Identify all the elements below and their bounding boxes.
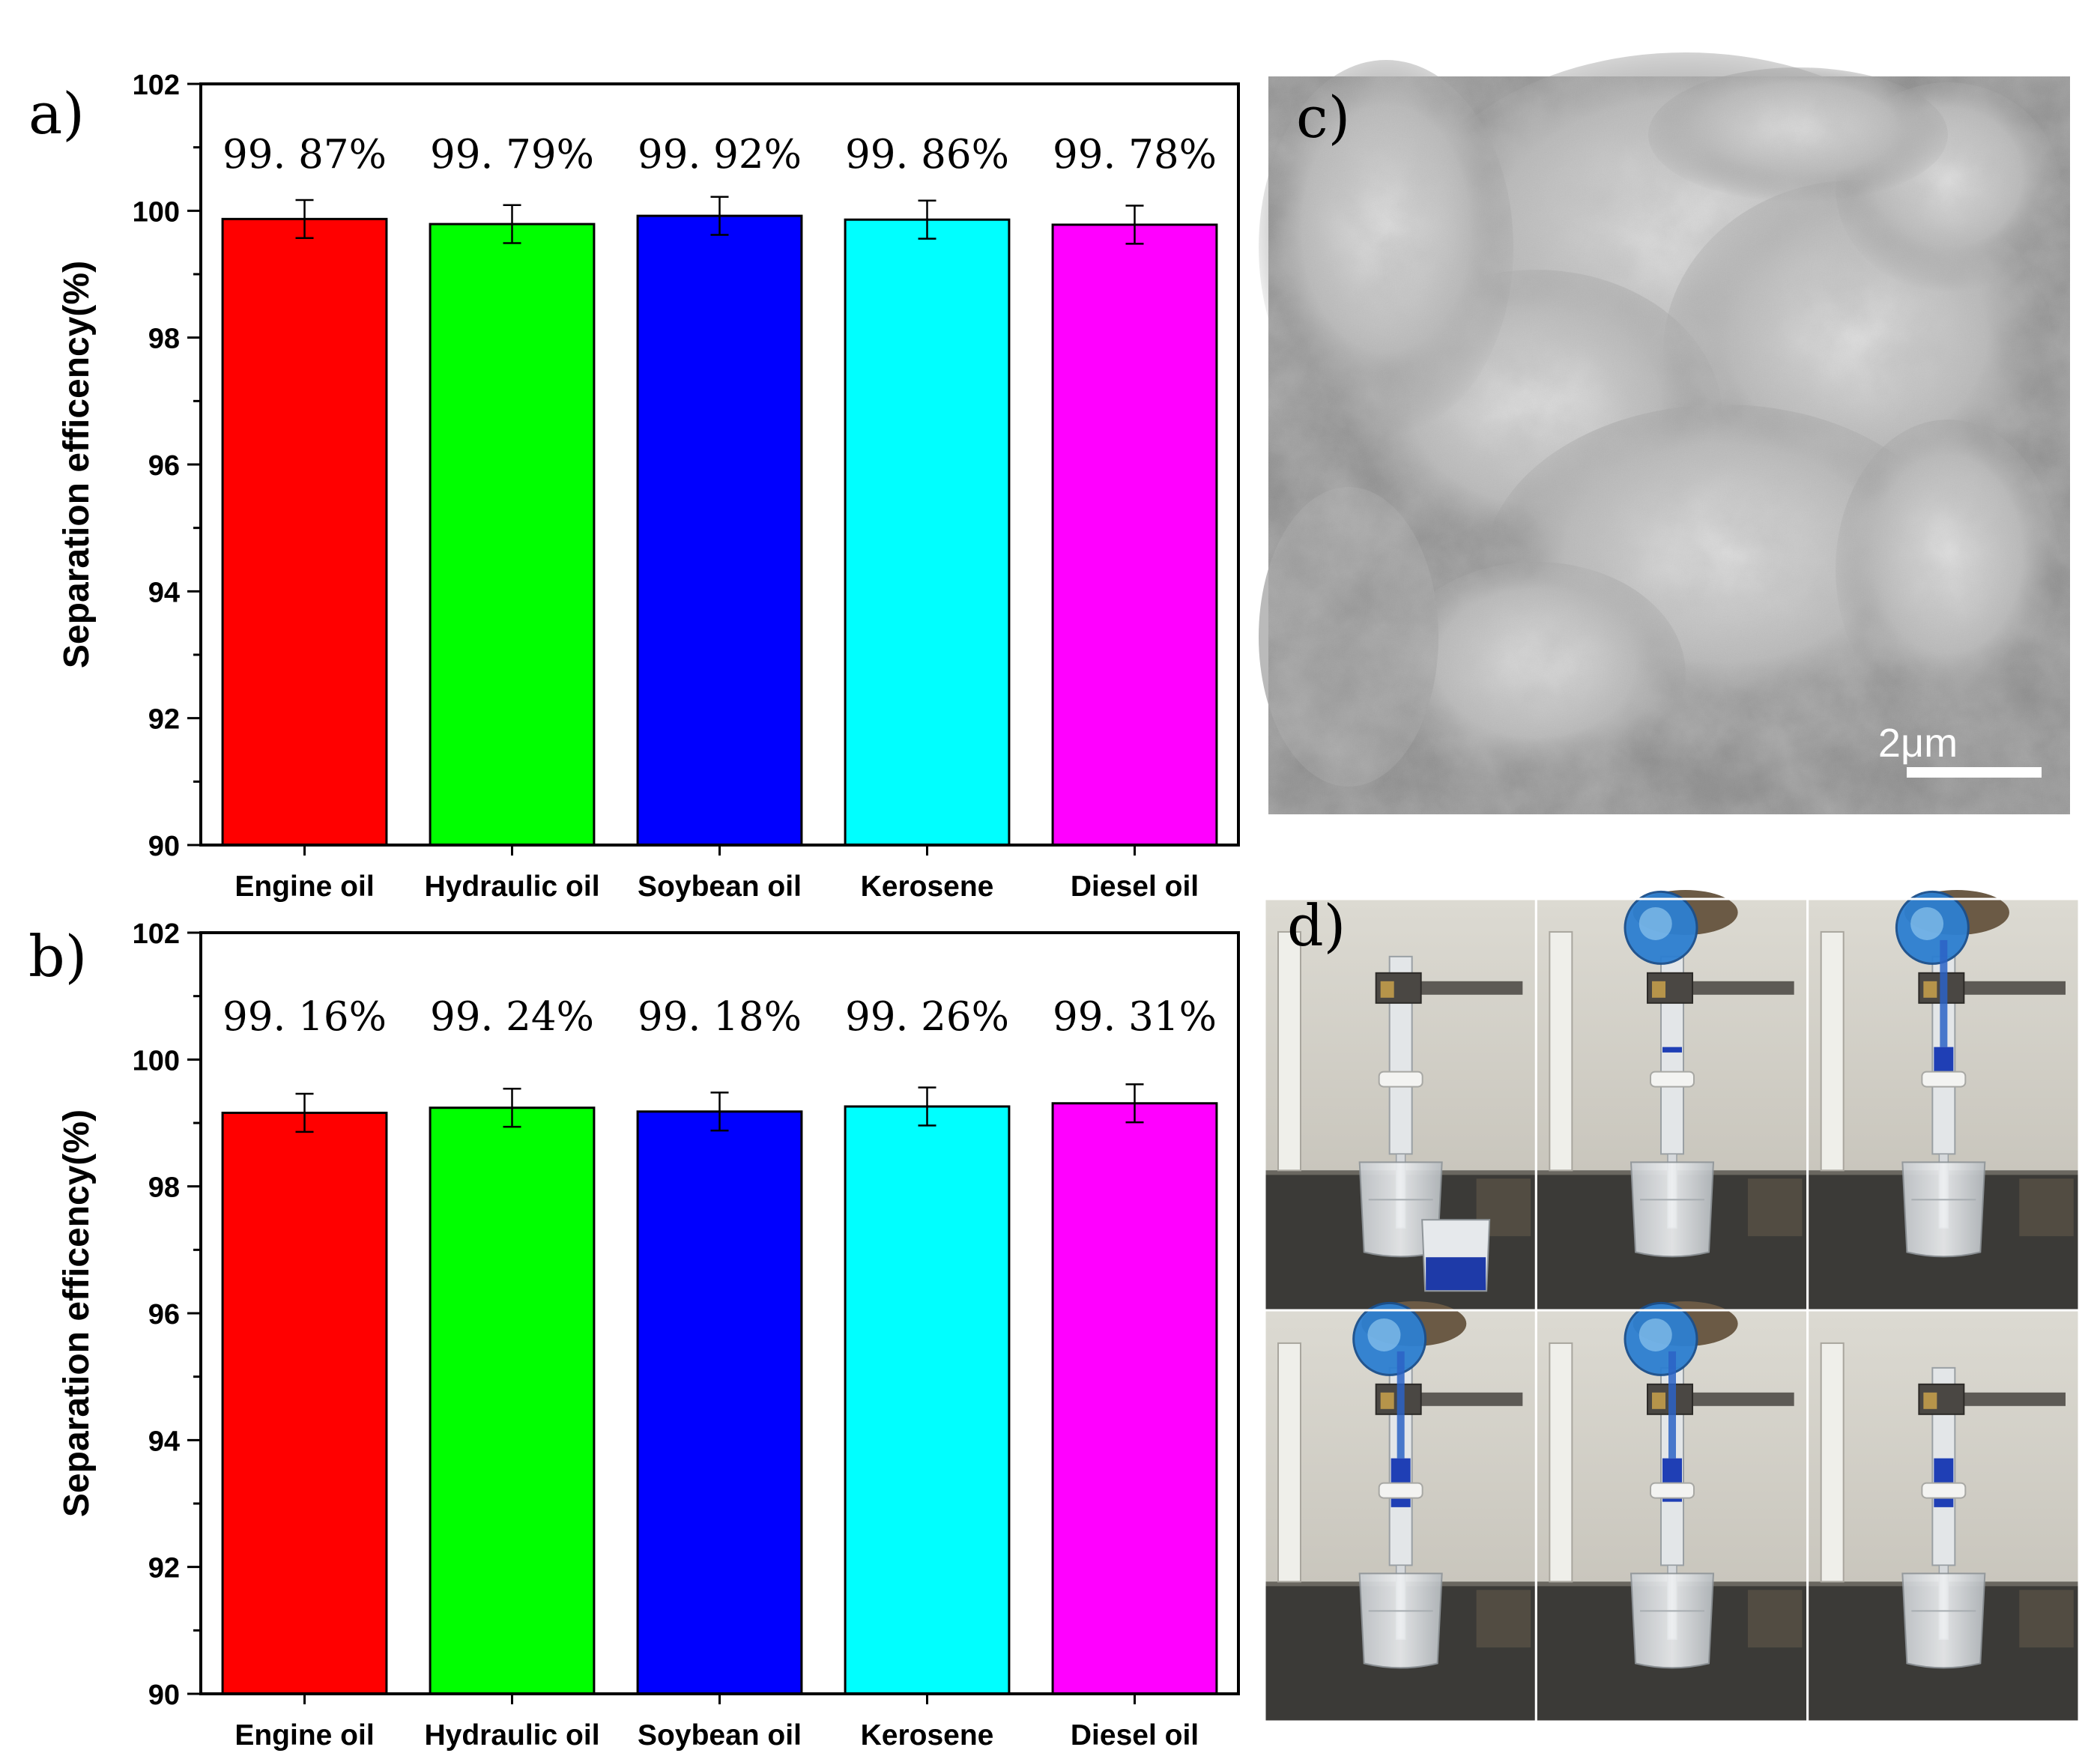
data-label: 99. 78% — [1053, 132, 1217, 178]
y-tick-label: 94 — [148, 1426, 180, 1457]
bar-soybean-oil — [636, 214, 803, 847]
category-label: Hydraulic oil — [424, 871, 599, 903]
photo-frame — [1806, 1309, 2081, 1723]
y-tick-label: 100 — [133, 1045, 180, 1077]
category-label: Diesel oil — [1071, 871, 1199, 903]
data-label: 99. 16% — [223, 994, 387, 1040]
bar-engine-oil — [221, 1111, 388, 1695]
data-label: 99. 24% — [430, 994, 594, 1040]
chart-panel-b: b) 99. 16% Engine oil 99. 24% Hydraulic oil 9… — [28, 918, 1240, 1752]
category-label: Hydraulic oil — [424, 1719, 599, 1752]
category-label: Soybean oil — [638, 871, 802, 903]
error-bar — [503, 1088, 521, 1128]
y-tick-label: 92 — [148, 704, 180, 736]
bar-engine-oil — [221, 217, 388, 847]
error-bar — [710, 196, 729, 236]
y-tick-label: 94 — [148, 577, 180, 608]
y-axis-label: Separation efficency(%) — [57, 261, 97, 668]
y-tick-label: 96 — [148, 450, 180, 482]
bar-hydraulic-oil — [429, 1106, 596, 1695]
y-tick-label: 90 — [148, 1680, 180, 1711]
photo-grid-panel — [1263, 890, 2081, 1723]
photo-frame — [1806, 890, 2081, 1312]
category-label: Kerosene — [861, 871, 994, 903]
bar-soybean-oil — [636, 1110, 803, 1695]
sem-image-panel: c) 2μm — [1259, 52, 2070, 814]
data-label: 99. 31% — [1053, 994, 1217, 1040]
y-tick-label: 98 — [148, 1172, 180, 1204]
scale-bar — [1907, 767, 2042, 778]
photo-frame — [1263, 1301, 1537, 1723]
bar-kerosene — [844, 1105, 1011, 1695]
y-tick-label: 102 — [133, 918, 180, 950]
category-label: Kerosene — [861, 1719, 994, 1752]
y-axis-label: Separation efficency(%) — [57, 1109, 97, 1517]
scale-bar-label: 2μm — [1878, 721, 1958, 766]
bar-kerosene — [844, 218, 1011, 847]
data-label: 99. 79% — [430, 132, 594, 178]
category-label: Diesel oil — [1071, 1719, 1199, 1752]
data-label: 99. 86% — [845, 132, 1009, 178]
error-bar — [503, 204, 521, 244]
chart-panel-a: a) 99. 87% Engine oil 99. 79% Hydraulic oil 9… — [28, 70, 1240, 903]
photo-frame — [1263, 897, 1537, 1312]
data-label: 99. 92% — [638, 132, 802, 178]
category-label: Engine oil — [234, 871, 374, 903]
error-bar — [710, 1092, 729, 1132]
y-tick-label: 96 — [148, 1299, 180, 1330]
photo-frame — [1534, 1301, 1809, 1723]
y-tick-label: 90 — [148, 831, 180, 862]
panel-letter-a: a) — [28, 80, 85, 147]
error-bar — [1125, 1083, 1144, 1124]
error-bar — [295, 1092, 314, 1133]
bar-hydraulic-oil — [429, 222, 596, 847]
panel-letter-c: c) — [1296, 84, 1350, 151]
error-bar — [295, 199, 314, 239]
panel-letter-b: b) — [28, 923, 87, 990]
bar-diesel-oil — [1051, 223, 1218, 847]
photo-frame — [1534, 890, 1809, 1312]
y-tick-label: 92 — [148, 1553, 180, 1584]
data-label: 99. 18% — [638, 994, 802, 1040]
category-label: Engine oil — [234, 1719, 374, 1752]
data-label: 99. 87% — [223, 132, 387, 178]
error-bar — [918, 199, 936, 240]
bar-diesel-oil — [1051, 1102, 1218, 1695]
sem-texture — [1259, 52, 2070, 814]
data-label: 99. 26% — [845, 994, 1009, 1040]
error-bar — [1125, 205, 1144, 245]
y-tick-label: 102 — [133, 70, 180, 101]
error-bar — [918, 1086, 936, 1127]
y-tick-label: 98 — [148, 324, 180, 355]
y-tick-label: 100 — [133, 196, 180, 228]
panel-letter-d: d) — [1287, 892, 1346, 959]
category-label: Soybean oil — [638, 1719, 802, 1752]
